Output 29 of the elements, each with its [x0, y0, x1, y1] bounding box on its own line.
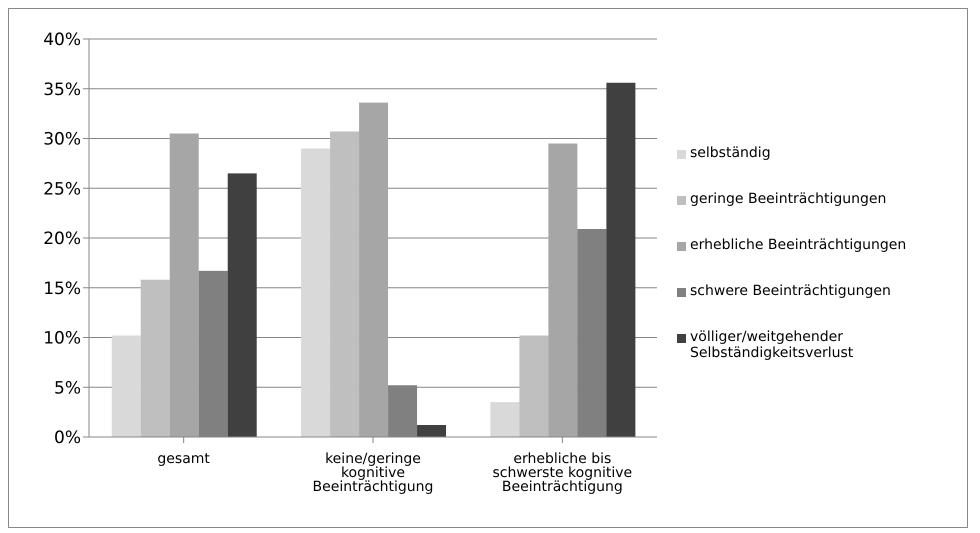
bar	[548, 143, 578, 437]
legend-label: geringe Beeinträchtigungen	[690, 191, 888, 207]
legend-label: völliger/weitgehender Selbständigkeitsverlust	[690, 329, 854, 361]
x-tick-label: erhebliche bis schwerste kognitive Beeinträchtigung	[492, 450, 632, 495]
bar	[519, 336, 548, 437]
bar	[112, 336, 141, 437]
y-tick-label: 25%	[43, 179, 81, 200]
legend-label: erhebliche Beeinträchtigungen	[690, 237, 908, 253]
legend-label: schwere Beeinträchtigungen	[690, 283, 892, 299]
legend-label: selbständig	[690, 145, 772, 161]
y-tick-label: 40%	[43, 30, 81, 50]
x-tick-label: keine/geringe kognitive Beeinträchtigung	[312, 450, 434, 495]
y-tick-label: 30%	[43, 130, 81, 150]
y-tick-label: 15%	[43, 278, 81, 299]
bar	[170, 134, 199, 437]
y-tick-label: 5%	[54, 378, 81, 398]
bar	[359, 102, 388, 437]
y-tick-label: 20%	[43, 229, 81, 250]
bar	[330, 132, 360, 437]
bar	[301, 148, 330, 437]
y-tick-label: 35%	[43, 80, 81, 100]
bar	[490, 402, 520, 437]
bar	[606, 82, 636, 437]
x-tick-label: gesamt	[157, 450, 210, 467]
y-tick-label: 10%	[43, 328, 81, 349]
bar	[140, 280, 170, 437]
y-tick-label: 0%	[54, 428, 81, 448]
bar	[417, 425, 446, 437]
bar	[228, 173, 257, 437]
